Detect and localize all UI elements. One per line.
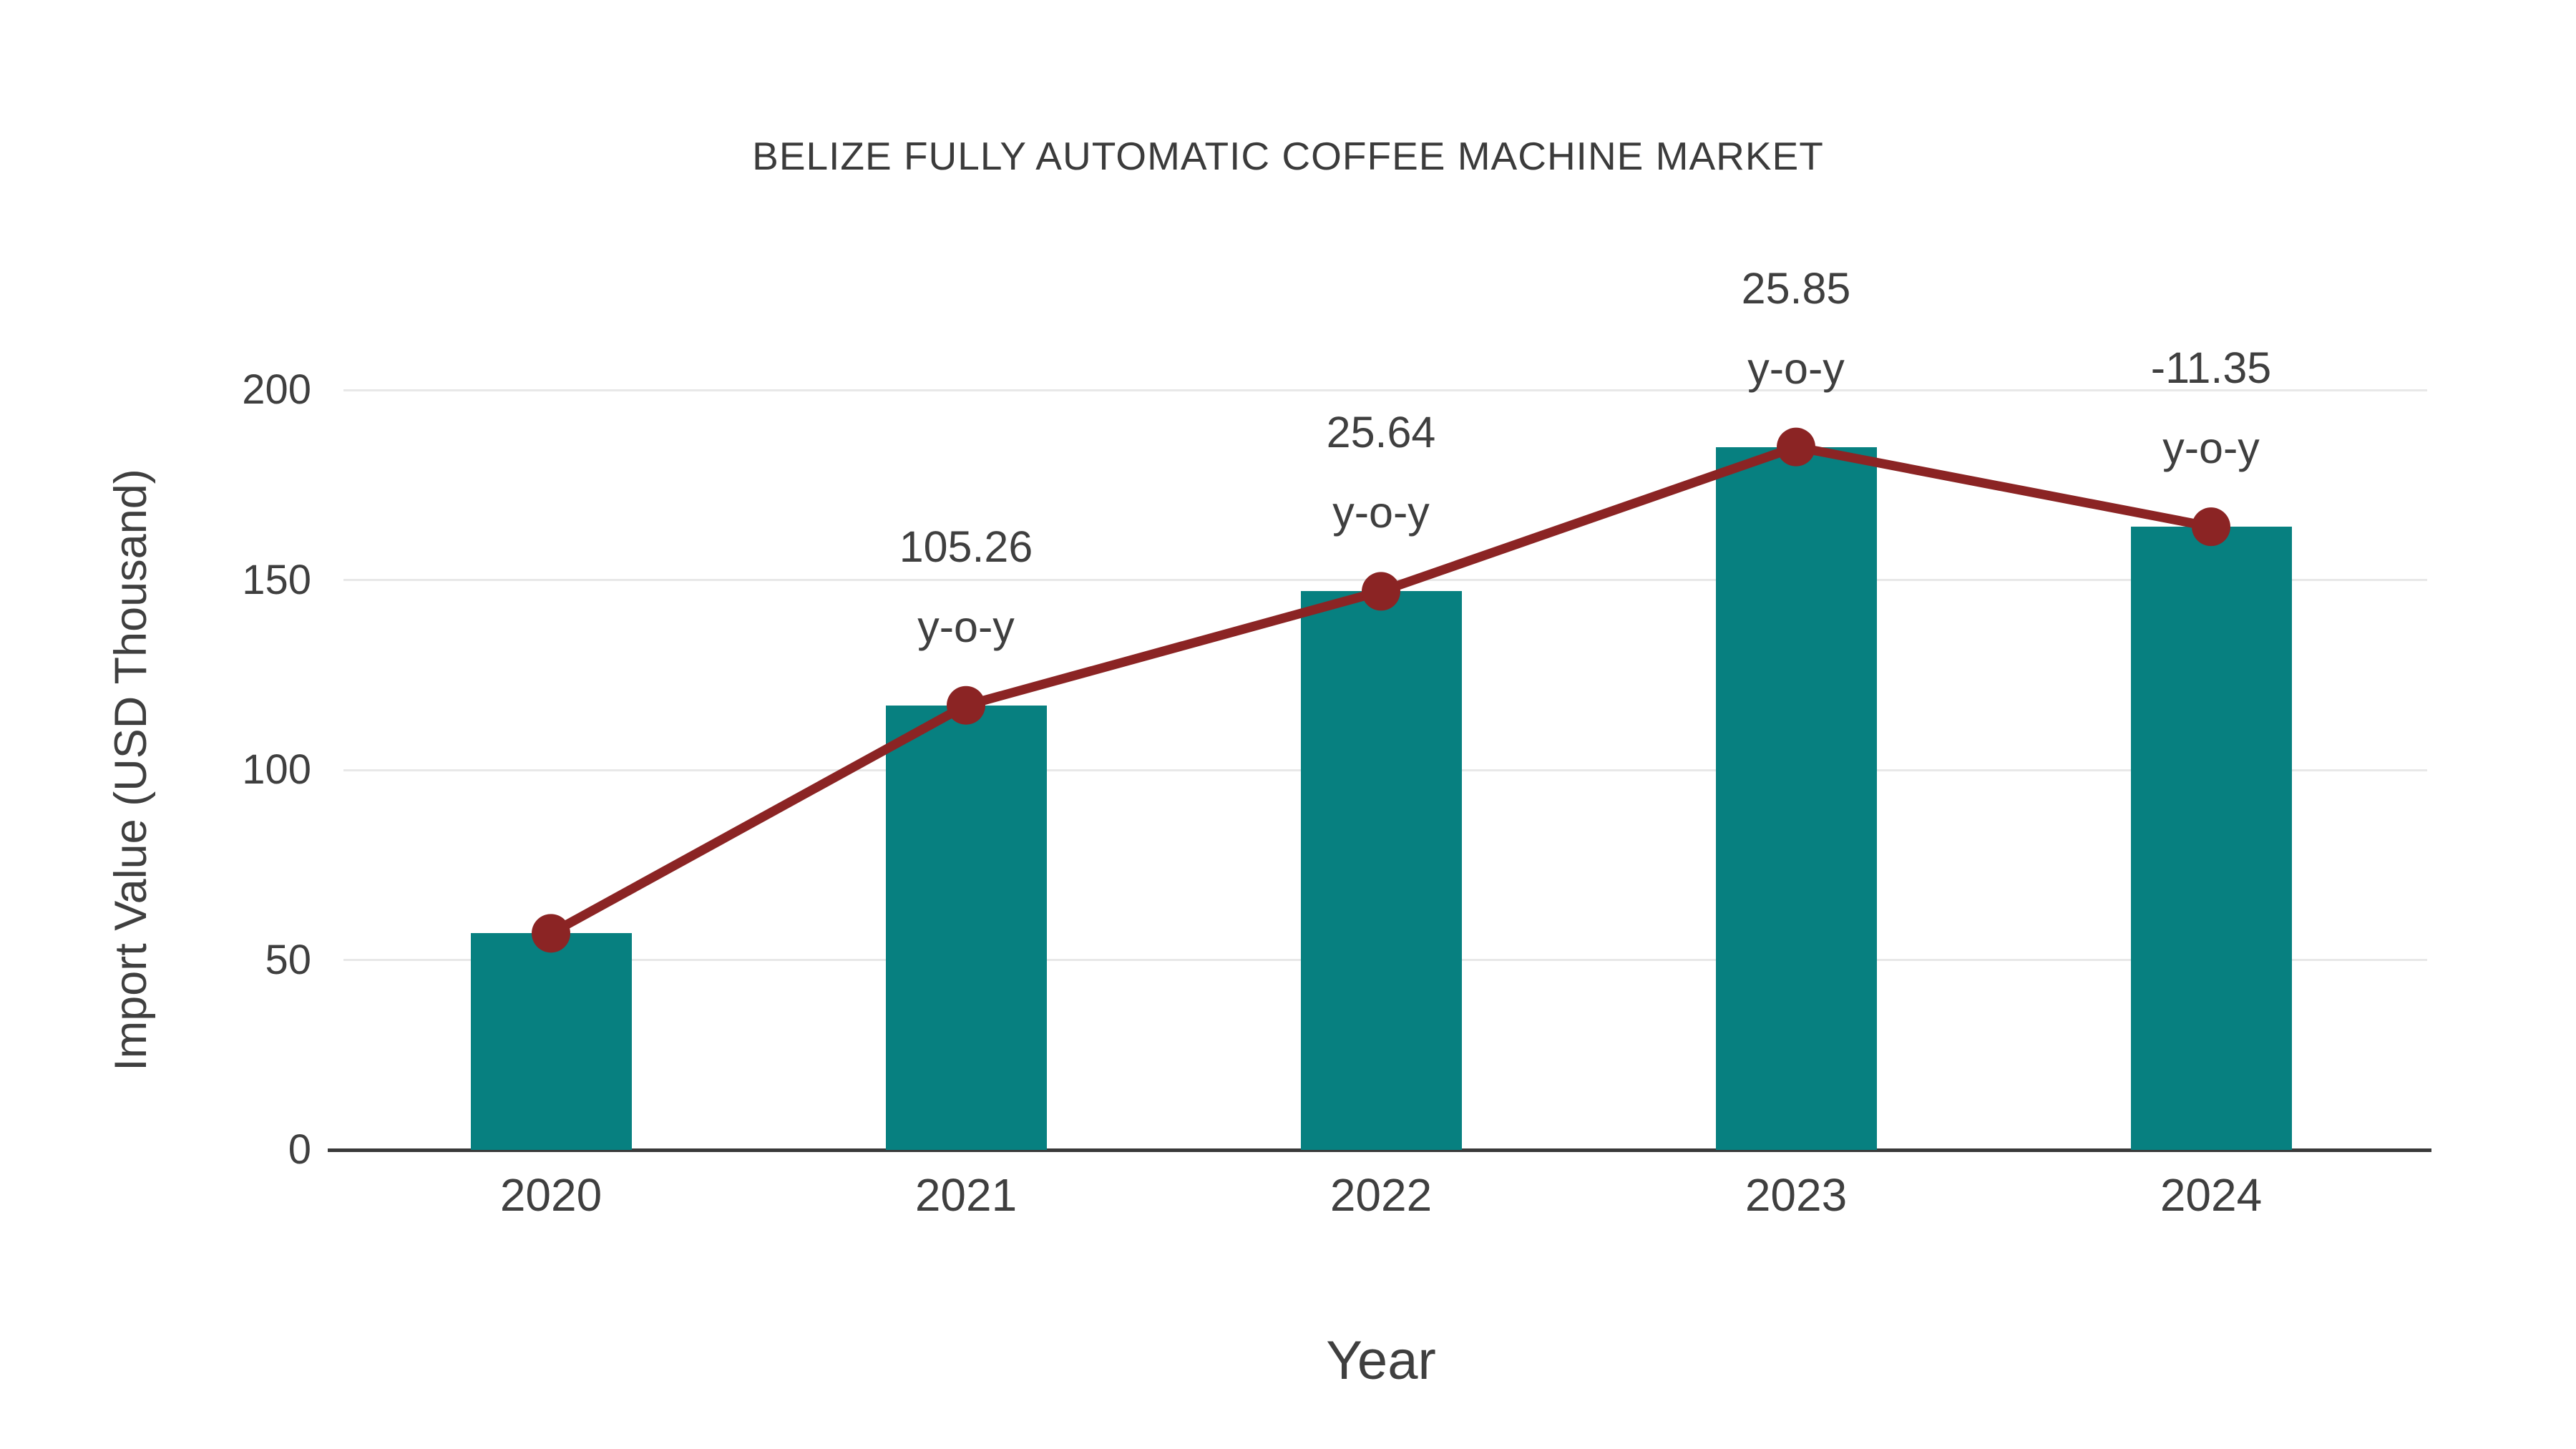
- bar-2022: [1300, 591, 1462, 1150]
- line-marker-2021: [947, 686, 985, 725]
- yoy-suffix: y-o-y: [917, 602, 1015, 651]
- yoy-annotation-2024: -11.35 y-o-y: [1982, 328, 2440, 488]
- bar-2024: [2130, 527, 2292, 1150]
- y-tick-label: 0: [288, 1126, 311, 1173]
- yoy-suffix: y-o-y: [2162, 424, 2260, 473]
- x-axis-line: [328, 1148, 2431, 1152]
- y-tick-label: 200: [242, 366, 311, 413]
- line-marker-2022: [1362, 572, 1400, 611]
- line-marker-2024: [2192, 507, 2230, 547]
- yoy-annotation-2023: 25.85 y-o-y: [1567, 248, 2025, 409]
- bar-2023: [1715, 447, 1877, 1150]
- x-tick-label: 2020: [499, 1169, 602, 1221]
- chart-title: BELIZE FULLY AUTOMATIC COFFEE MACHINE MA…: [752, 134, 1824, 178]
- x-tick-label: 2024: [2160, 1169, 2263, 1221]
- yoy-value: 25.85: [1741, 263, 1851, 313]
- y-tick-label: 150: [242, 556, 311, 603]
- yoy-annotation-2021: 105.26 y-o-y: [737, 507, 1195, 667]
- yoy-suffix: y-o-y: [1747, 343, 1845, 393]
- y-tick-label: 100: [242, 746, 311, 793]
- y-tick-label: 50: [265, 936, 311, 983]
- yoy-annotation-2022: 25.64 y-o-y: [1152, 392, 1610, 552]
- gridline: [343, 389, 2427, 391]
- x-axis-title: Year: [1326, 1330, 1436, 1391]
- yoy-value: 25.64: [1326, 408, 1436, 457]
- line-marker-2023: [1777, 427, 1815, 467]
- x-tick-label: 2023: [1745, 1169, 1848, 1221]
- line-marker-2020: [532, 914, 570, 953]
- bar-2020: [470, 933, 632, 1150]
- x-tick-label: 2021: [914, 1169, 1018, 1221]
- yoy-value: 105.26: [899, 522, 1033, 571]
- bar-2021: [885, 705, 1047, 1150]
- yoy-value: -11.35: [2150, 343, 2272, 393]
- x-tick-label: 2022: [1330, 1169, 1433, 1221]
- yoy-suffix: y-o-y: [1332, 488, 1430, 537]
